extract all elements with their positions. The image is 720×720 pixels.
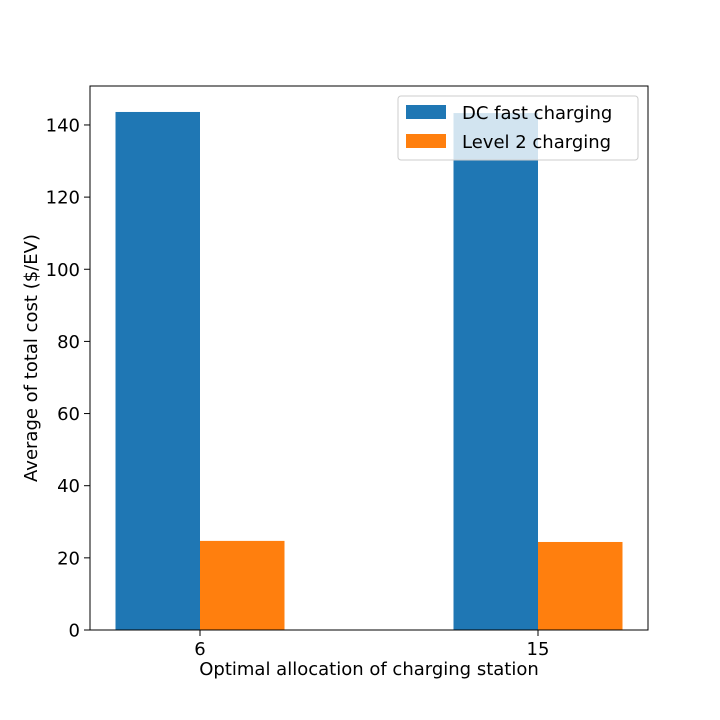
x-tick-label: 15 — [527, 639, 550, 660]
bar-level2-15 — [538, 541, 623, 630]
legend-label: DC fast charging — [462, 103, 612, 124]
x-axis-label: Optimal allocation of charging station — [199, 659, 539, 680]
y-axis-ticks: 0 20 40 60 80 100 120 140 — [46, 115, 90, 642]
y-tick-label: 80 — [57, 332, 80, 353]
legend: DC fast charging Level 2 charging — [397, 95, 639, 161]
x-axis-ticks: 6 15 — [194, 630, 549, 660]
bar-dc-fast-6 — [115, 111, 200, 631]
y-tick-label: 0 — [69, 621, 80, 642]
y-tick-label: 120 — [46, 188, 80, 209]
x-tick-label: 6 — [194, 639, 205, 660]
y-tick-label: 60 — [57, 404, 80, 425]
legend-box — [397, 95, 639, 161]
legend-swatch — [406, 134, 446, 148]
y-tick-label: 20 — [57, 548, 80, 569]
y-tick-label: 100 — [46, 260, 80, 281]
plot-frame — [89, 85, 649, 631]
legend-swatch — [406, 105, 446, 119]
bar-level2-6 — [200, 540, 285, 630]
y-axis-label: Average of total cost ($/EV) — [21, 234, 42, 482]
bar-dc-fast-15 — [453, 113, 538, 630]
bars-group — [115, 111, 623, 631]
y-tick-label: 140 — [46, 115, 80, 136]
y-tick-label: 40 — [57, 476, 80, 497]
legend-label: Level 2 charging — [462, 132, 611, 153]
